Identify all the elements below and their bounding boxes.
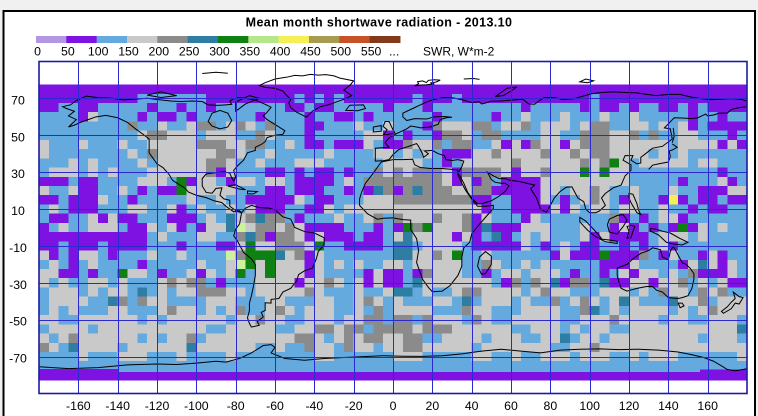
svg-text:20: 20 xyxy=(425,399,439,413)
svg-text:-30: -30 xyxy=(9,278,27,292)
svg-text:-70: -70 xyxy=(9,352,27,366)
svg-text:350: 350 xyxy=(240,45,261,59)
svg-text:80: 80 xyxy=(543,399,557,413)
svg-text:-40: -40 xyxy=(305,399,323,413)
svg-text:50: 50 xyxy=(61,45,75,59)
svg-text:10: 10 xyxy=(11,204,25,218)
svg-text:500: 500 xyxy=(331,45,352,59)
svg-text:Mean month shortwave radiation: Mean month shortwave radiation - 2013.10 xyxy=(246,16,513,30)
svg-text:550: 550 xyxy=(361,45,382,59)
svg-text:-100: -100 xyxy=(184,399,209,413)
svg-text:SWR, W*m-2: SWR, W*m-2 xyxy=(423,45,495,59)
svg-text:-10: -10 xyxy=(9,241,27,255)
svg-text:300: 300 xyxy=(209,45,230,59)
svg-text:40: 40 xyxy=(465,399,479,413)
svg-text:120: 120 xyxy=(619,399,640,413)
svg-text:-120: -120 xyxy=(145,399,170,413)
svg-text:200: 200 xyxy=(149,45,170,59)
svg-text:-20: -20 xyxy=(345,399,363,413)
svg-text:160: 160 xyxy=(697,399,718,413)
svg-text:-50: -50 xyxy=(9,315,27,329)
svg-text:60: 60 xyxy=(504,399,518,413)
svg-text:0: 0 xyxy=(390,399,397,413)
svg-text:-140: -140 xyxy=(105,399,130,413)
svg-text:100: 100 xyxy=(579,399,600,413)
svg-text:30: 30 xyxy=(11,167,25,181)
svg-text:450: 450 xyxy=(300,45,321,59)
svg-text:-80: -80 xyxy=(227,399,245,413)
svg-text:70: 70 xyxy=(11,93,25,107)
svg-text:150: 150 xyxy=(118,45,139,59)
svg-text:...: ... xyxy=(389,45,399,59)
svg-text:0: 0 xyxy=(34,45,41,59)
svg-text:-60: -60 xyxy=(266,399,284,413)
svg-text:-160: -160 xyxy=(66,399,91,413)
svg-text:100: 100 xyxy=(88,45,109,59)
svg-text:250: 250 xyxy=(179,45,200,59)
svg-text:400: 400 xyxy=(270,45,291,59)
svg-text:50: 50 xyxy=(11,130,25,144)
svg-text:140: 140 xyxy=(658,399,679,413)
